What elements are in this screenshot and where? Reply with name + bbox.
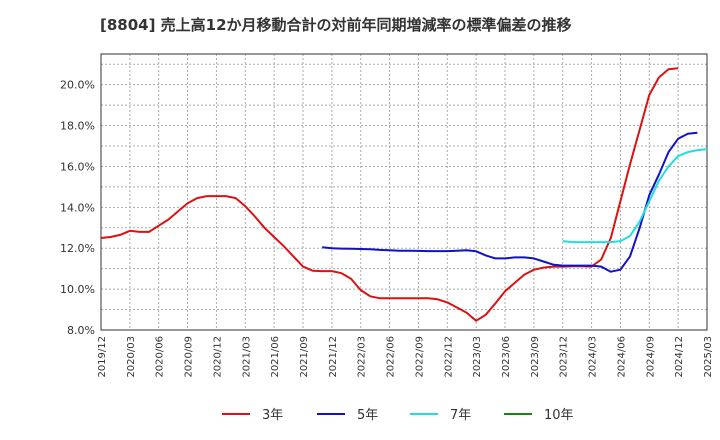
x-tick-label: 2022/03	[357, 336, 368, 378]
legend-label: 7年	[450, 408, 471, 423]
y-tick-label: 16.0%	[60, 160, 95, 173]
x-tick-label: 2021/12	[328, 336, 339, 378]
x-tick-label: 2021/09	[299, 336, 310, 378]
x-tick-label: 2023/06	[501, 336, 512, 378]
x-tick-label: 2021/03	[241, 336, 252, 378]
x-tick-label: 2024/03	[588, 336, 599, 378]
y-tick-label: 8.0%	[67, 324, 95, 337]
grid-layer	[100, 54, 708, 331]
series-line-7年	[562, 148, 708, 244]
y-tick-label: 20.0%	[60, 79, 95, 92]
y-tick-label: 10.0%	[60, 283, 95, 296]
legend: 3年 5年 7年 10年	[222, 408, 574, 423]
y-tick-label: 18.0%	[60, 120, 95, 133]
x-tick-label: 2023/03	[472, 336, 483, 378]
x-tick-label: 2022/12	[443, 336, 454, 378]
x-tick-label: 2023/09	[530, 336, 541, 378]
x-tick-label: 2022/09	[414, 336, 425, 378]
x-axis: 2019/12 2020/03 2020/06 2020/09 2020/12 2021/…	[97, 336, 714, 378]
x-tick-label: 2020/06	[155, 336, 166, 378]
x-tick-label: 2020/09	[184, 336, 195, 378]
y-axis: 8.0% 10.0% 12.0% 14.0% 16.0% 18.0% 20.0%	[60, 79, 95, 337]
x-tick-label: 2024/12	[674, 336, 685, 378]
chart-title: [8804] 売上高12か月移動合計の対前年同期増減率の標準偏差の推移	[100, 16, 572, 34]
legend-label: 5年	[357, 408, 378, 423]
plot-frame	[100, 53, 708, 331]
series-line-5年	[322, 131, 698, 273]
x-tick-label: 2020/03	[126, 336, 137, 378]
y-tick-label: 14.0%	[60, 201, 95, 214]
x-tick-label: 2020/12	[212, 336, 223, 378]
legend-label: 10年	[544, 408, 574, 423]
x-tick-label: 2019/12	[97, 336, 108, 378]
x-tick-label: 2024/09	[645, 336, 656, 378]
x-tick-label: 2025/03	[703, 336, 714, 378]
x-tick-label: 2022/06	[386, 336, 397, 378]
x-tick-label: 2021/06	[270, 336, 281, 378]
y-tick-label: 12.0%	[60, 242, 95, 255]
x-tick-label: 2024/06	[616, 336, 627, 378]
series-layer	[100, 67, 708, 322]
x-tick-label: 2023/12	[559, 336, 570, 378]
legend-label: 3年	[262, 408, 283, 423]
